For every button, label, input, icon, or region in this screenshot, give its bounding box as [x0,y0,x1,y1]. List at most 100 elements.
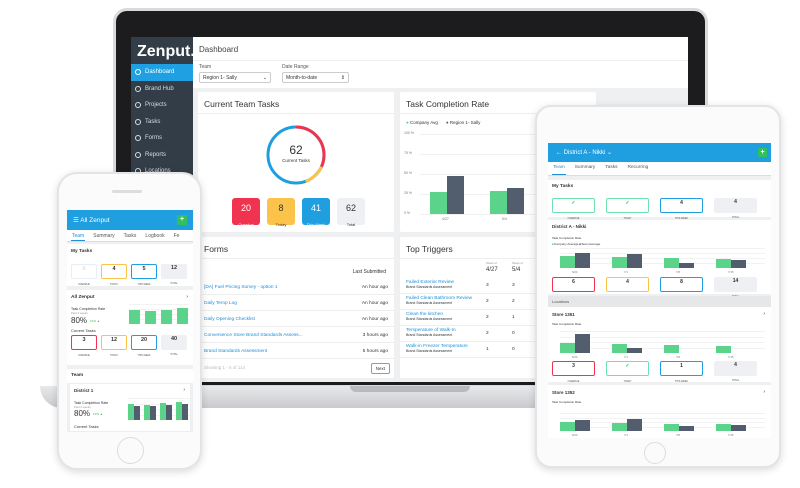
trigger-form: Brand Standards Assessment [406,333,453,337]
chevron-down-icon[interactable]: ⌄ [607,150,613,156]
trigger-link[interactable]: Walk-in Freezer Temperature [406,344,468,349]
form-link[interactable]: Convenience Store Brand Standards Assess… [204,333,303,338]
sidebar-item-dashboard[interactable]: Dashboard [131,64,193,81]
sidebar-item-reports[interactable]: Reports [131,147,193,164]
task-box-this-week[interactable]: 1 THIS WEEK [660,361,703,383]
tab-tasks[interactable]: Tasks [605,165,618,170]
rate-value: 80% [74,409,91,418]
team-select[interactable]: Region 1- Sally ⌄ [199,72,271,83]
task-box-total[interactable]: 40 TOTAL [161,335,187,356]
my-tasks-section: My Tasks 0 OVERDUE 4 TODAY 5 THIS WEEK 12 TOTAL [67,244,193,286]
phone-home-button[interactable] [117,437,144,464]
tab-logbook[interactable]: Logbook [145,233,165,239]
task-box-overdue[interactable]: 6OVERDUE [552,277,595,299]
task-box-label: OVERDUE [567,217,580,220]
form-row[interactable]: Convenience Store Brand Standards Assess… [198,329,394,343]
task-box-total[interactable]: 14TOTAL [714,277,757,298]
all-zenput-section[interactable]: All Zenput › Task Completion Rate Past 4… [67,290,193,365]
sidebar-item-tasks[interactable]: Tasks [131,114,193,131]
gridline [560,422,765,423]
rate-value: 80% [71,316,88,325]
task-box-overdue[interactable]: 3 OVERDUE [71,335,97,357]
trigger-row[interactable]: Temperature of Walk-In Brand Standards As… [400,326,596,342]
task-box-total[interactable]: 12 TOTAL [161,264,187,285]
task-box-today[interactable]: ✓ TODAY [606,198,649,220]
sidebar-item-projects[interactable]: Projects [131,97,193,114]
task-box-today[interactable]: ✓ TODAY [606,361,649,383]
tab-team[interactable]: Team [552,162,566,175]
task-box-this-week[interactable]: 20 THIS WEEK [131,335,157,357]
task-box-overdue[interactable]: ✓ OVERDUE [552,198,595,220]
task-box-overdue[interactable]: 3 OVERDUE [552,361,595,383]
sidebar-item-brand-hub[interactable]: Brand Hub [131,81,193,98]
trigger-link[interactable]: Temperature of Walk-In [406,328,456,333]
task-box-today[interactable]: 12 TODAY [101,335,127,357]
add-button[interactable]: + [177,215,187,225]
legend-swatch: ■ [579,242,582,246]
add-button[interactable]: + [758,148,767,157]
tablet-home-button[interactable] [644,442,666,464]
chart-bar [627,254,642,268]
trigger-link[interactable]: Failed Clean Bathroom Review [406,296,473,301]
task-box-value: ✓ [571,200,576,206]
form-link[interactable]: Daily Opening Checklist [204,317,255,322]
trigger-row[interactable]: Failed Clean Bathroom Review Brand Standa… [400,294,596,310]
stat-overdue[interactable]: 20 Overdue [232,198,260,227]
card-title: Task Completion Rate [400,92,596,114]
tablet-title[interactable]: District A - Nikki [563,150,606,156]
forms-card: Forms Last Submitted Showing 1 - 5 of 11… [198,237,394,378]
task-box-total[interactable]: 4 TOTAL [714,361,757,382]
tab-summary[interactable]: Summary [93,233,115,239]
chart-bar [166,404,172,420]
task-box-label: TOTAL [731,216,740,219]
chevron-right-icon[interactable]: › [763,389,765,395]
tab-summary[interactable]: Summary [574,165,596,170]
store-1351-section[interactable]: Store 1351 › Task Completion Rate 6/24 7/… [548,307,771,383]
trigger-link[interactable]: Failed Exterior Review [406,280,454,285]
task-box-this-week[interactable]: 8THIS WEEK [660,277,703,299]
form-link[interactable]: Daily Temp Log [204,301,237,306]
store-1352-section[interactable]: Store 1352 › Task Completion Rate 6/24 7/… [548,385,771,438]
menu-icon[interactable]: ☰ [73,217,79,224]
chevron-right-icon[interactable]: › [186,294,188,300]
tab-recurring[interactable]: Recurring [627,165,649,170]
form-link[interactable]: [DA] Fuel Pricing Survey - option 1 [204,285,278,290]
section-title: Store 1351 [552,312,575,317]
form-row[interactable]: Brand Standards Assessment 5 hours ago [198,345,394,359]
stat-total[interactable]: 62 Total [337,198,365,227]
task-box-total[interactable]: 4 TOTAL [714,198,757,219]
task-box-this-week[interactable]: 4 THIS WEEK [660,198,703,220]
district-1-section[interactable]: District 1 › Task Completion Rate Past 4… [69,383,191,432]
form-row[interactable]: Daily Opening Checklist An hour ago [198,313,394,327]
trigger-link[interactable]: Clean the kitchen [406,312,444,317]
y-tick-label: 75 % [404,151,412,155]
trigger-row[interactable]: Walk-in Freezer Temperature Brand Standar… [400,342,596,358]
legend-company: Company Average [553,242,579,246]
section-title: District A - Nikki [552,224,587,229]
tab-fe[interactable]: Fe [173,233,180,239]
date-range-select[interactable]: Month-to-date ⇕ [282,72,349,83]
stat-this-week[interactable]: 41 This Week [302,198,330,227]
chevron-right-icon[interactable]: › [183,387,185,393]
district-chart [128,398,190,420]
tab-team[interactable]: Team [71,230,86,241]
form-link[interactable]: Brand Standards Assessment [204,349,268,354]
task-box-overdue[interactable]: 0 OVERDUE [71,264,97,286]
y-tick-label: 50 % [404,171,412,175]
bar-5/4-company [490,190,507,214]
back-arrow-icon[interactable]: ← [556,150,562,156]
sidebar-item-forms[interactable]: Forms [131,130,193,147]
stat-today[interactable]: 8 Today [267,198,295,227]
circle-icon [135,85,141,92]
tab-tasks[interactable]: Tasks [123,233,137,239]
form-row[interactable]: Daily Temp Log An hour ago [198,297,394,311]
task-box-this-week[interactable]: 5 THIS WEEK [131,264,157,286]
trigger-row[interactable]: Clean the kitchen Brand Standards Assessm… [400,310,596,326]
form-row[interactable]: [DA] Fuel Pricing Survey - option 1 An ho… [198,281,394,295]
trigger-row[interactable]: Failed Exterior Review Brand Standards As… [400,278,596,294]
next-button[interactable]: Next [370,363,390,374]
gridline [420,214,596,215]
chevron-right-icon[interactable]: › [763,311,765,317]
